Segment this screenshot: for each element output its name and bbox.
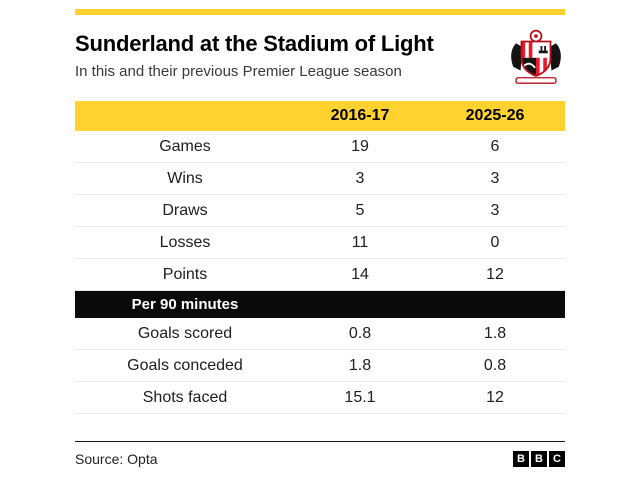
table-row-losses: Losses 11 0: [75, 227, 565, 259]
section-header-per-90-minutes: Per 90 minutes: [75, 291, 565, 318]
table-row-games: Games 19 6: [75, 131, 565, 163]
table-row-wins: Wins 3 3: [75, 163, 565, 195]
row-value-season-1: 3: [355, 169, 365, 187]
table-row-shots-faced: Shots faced 15.1 12: [75, 382, 565, 414]
page-subtitle: In this and their previous Premier Leagu…: [75, 63, 402, 81]
row-value-season-1: 1.8: [348, 356, 372, 374]
top-accent-bar: [75, 9, 565, 15]
row-label: Losses: [159, 233, 211, 251]
row-value-season-1: 11: [351, 233, 369, 251]
row-label: Games: [159, 137, 211, 155]
row-value-season-2: 12: [486, 265, 504, 283]
row-value-season-1: 5: [355, 201, 365, 219]
row-value-season-2: 6: [490, 137, 500, 155]
table-header-row: 2016-17 2025-26: [75, 101, 565, 131]
row-value-season-2: 0.8: [483, 356, 507, 374]
row-value-season-2: 12: [486, 388, 504, 406]
bbc-logo-block-b2: B: [531, 451, 547, 467]
row-value-season-1: 19: [351, 137, 369, 155]
table-row-points: Points 14 12: [75, 259, 565, 291]
row-value-season-1: 14: [351, 265, 369, 283]
bbc-logo-block-c: C: [549, 451, 565, 467]
footer: Source: Opta B B C: [75, 441, 565, 467]
table-row-draws: Draws 5 3: [75, 195, 565, 227]
row-value-season-2: 0: [490, 233, 500, 251]
bbc-logo-block-b1: B: [513, 451, 529, 467]
row-value-season-1: 0.8: [348, 324, 372, 342]
page-title: Sunderland at the Stadium of Light: [75, 31, 434, 56]
row-label: Draws: [162, 201, 208, 219]
row-value-season-2: 3: [490, 169, 500, 187]
sunderland-crest-icon: [511, 29, 561, 84]
row-label: Goals conceded: [127, 356, 243, 374]
table-header-season-1: 2016-17: [330, 107, 390, 124]
row-value-season-2: 1.8: [483, 324, 507, 342]
row-value-season-2: 3: [490, 201, 500, 219]
source-label: Source: Opta: [75, 451, 158, 467]
stats-table: 2016-17 2025-26 Games 19 6 Wins 3 3 Draw…: [75, 101, 565, 414]
bbc-logo: B B C: [513, 451, 565, 467]
row-label: Shots faced: [142, 388, 228, 406]
header: Sunderland at the Stadium of Light In th…: [75, 29, 565, 85]
table-row-goals-scored: Goals scored 0.8 1.8: [75, 318, 565, 350]
table-header-season-2: 2025-26: [465, 107, 525, 124]
header-text-block: Sunderland at the Stadium of Light In th…: [75, 31, 434, 80]
section-header-label: Per 90 minutes: [131, 296, 239, 313]
row-value-season-1: 15.1: [344, 388, 376, 406]
row-label: Wins: [167, 169, 203, 187]
row-label: Points: [162, 265, 208, 283]
row-label: Goals scored: [137, 324, 233, 342]
table-row-goals-conceded: Goals conceded 1.8 0.8: [75, 350, 565, 382]
